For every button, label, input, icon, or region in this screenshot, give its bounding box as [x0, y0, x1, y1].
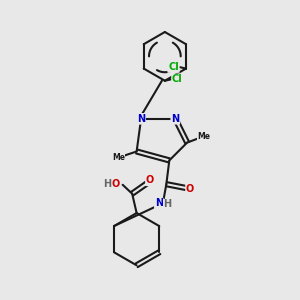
Text: Cl: Cl [168, 62, 179, 72]
Text: Me: Me [197, 132, 210, 141]
Text: O: O [146, 175, 154, 185]
Text: N: N [171, 114, 179, 124]
Text: O: O [186, 184, 194, 194]
Text: Cl: Cl [172, 74, 183, 84]
Text: H: H [163, 199, 171, 209]
Text: O: O [112, 178, 120, 189]
Text: N: N [137, 114, 145, 124]
Text: Me: Me [112, 153, 125, 162]
Text: H: H [103, 178, 111, 189]
Text: N: N [155, 199, 163, 208]
